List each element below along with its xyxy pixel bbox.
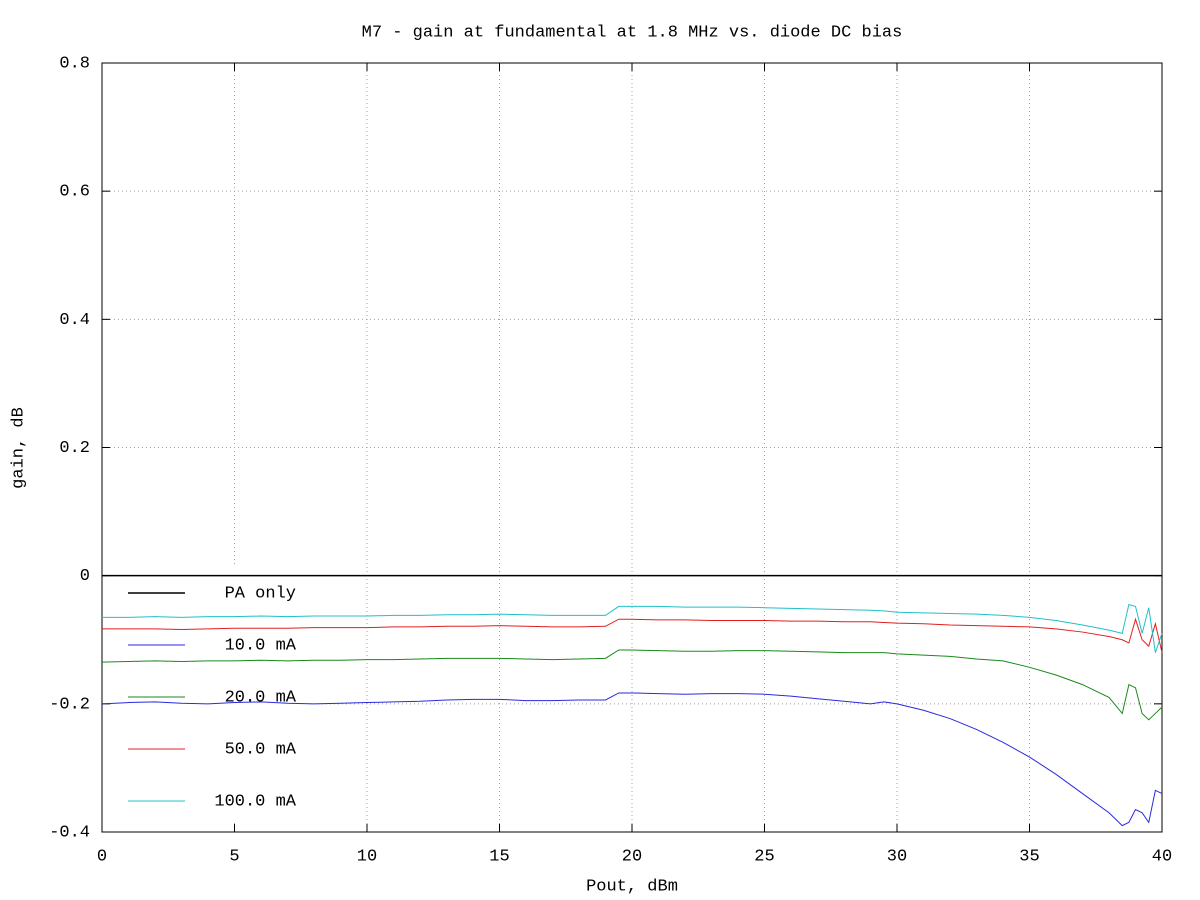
y-tick-label: 0.4	[59, 311, 90, 330]
legend-label: 100.0 mA	[214, 792, 296, 811]
y-tick-label: 0.6	[59, 183, 90, 202]
chart-title: M7 - gain at fundamental at 1.8 MHz vs. …	[362, 23, 903, 42]
x-tick-label: 25	[754, 847, 774, 866]
legend-label: 20.0 mA	[225, 688, 297, 707]
x-tick-label: 0	[97, 847, 107, 866]
x-tick-label: 35	[1019, 847, 1039, 866]
x-tick-label: 10	[357, 847, 377, 866]
y-tick-label: 0	[80, 567, 90, 586]
series-line	[101, 692, 1163, 827]
series-line	[102, 617, 1163, 653]
series-line	[102, 603, 1163, 653]
x-tick-label: 20	[622, 847, 642, 866]
series-line	[101, 649, 1163, 721]
y-tick-label: 0.2	[59, 439, 90, 458]
plot-border	[101, 62, 1163, 833]
legend-label: PA only	[225, 584, 296, 603]
x-tick-label: 40	[1152, 847, 1172, 866]
y-tick-label: -0.2	[49, 695, 90, 714]
y-axis-label: gain, dB	[9, 407, 28, 489]
y-tick-label: 0.8	[59, 54, 90, 73]
legend-label: 10.0 mA	[225, 636, 297, 655]
legend-background	[114, 565, 308, 821]
x-tick-label: 30	[887, 847, 907, 866]
x-tick-label: 15	[489, 847, 509, 866]
x-axis-label: Pout, dBm	[586, 877, 678, 896]
y-tick-label: -0.4	[49, 823, 90, 842]
x-tick-label: 5	[229, 847, 239, 866]
legend-label: 50.0 mA	[225, 740, 297, 759]
